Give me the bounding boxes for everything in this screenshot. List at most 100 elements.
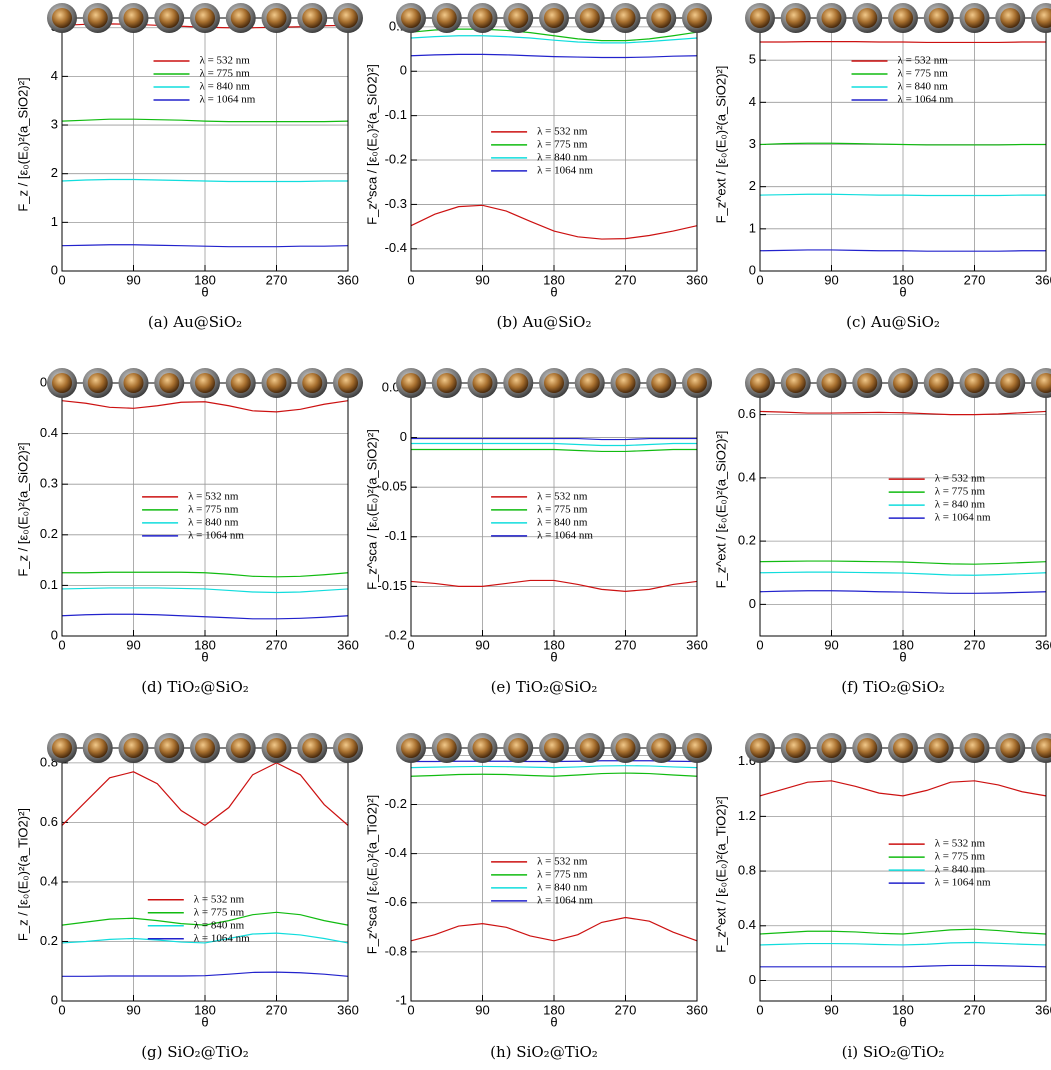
sphere-core bbox=[88, 738, 108, 758]
sphere-core bbox=[508, 373, 528, 393]
sphere-core bbox=[195, 738, 215, 758]
legend-label: λ = 775 nm bbox=[898, 68, 949, 80]
sphere-core bbox=[338, 738, 358, 758]
sphere-core bbox=[159, 738, 179, 758]
y-tick-label: 2 bbox=[749, 178, 756, 193]
caption: (b) Au@SiO₂ bbox=[497, 313, 592, 331]
legend-label: λ = 532 nm bbox=[200, 55, 251, 67]
y-tick-label: 3 bbox=[51, 116, 58, 131]
legend-label: λ = 840 nm bbox=[188, 516, 239, 528]
caption: (c) Au@SiO₂ bbox=[846, 313, 940, 331]
sphere-core bbox=[750, 738, 770, 758]
legend-label: λ = 775 nm bbox=[537, 503, 588, 515]
x-tick-label: 360 bbox=[1035, 272, 1051, 287]
y-tick-label: 2 bbox=[51, 165, 58, 180]
sphere-core bbox=[437, 738, 457, 758]
legend-label: λ = 1064 nm bbox=[194, 932, 250, 944]
sphere-core bbox=[52, 373, 72, 393]
y-tick-label: 0 bbox=[51, 627, 58, 642]
x-axis-label: θ bbox=[550, 1014, 557, 1029]
y-axis-label: F_z / [ε₀(E₀)²(a_TiO2)²] bbox=[15, 808, 30, 941]
sphere-core bbox=[401, 373, 421, 393]
sphere-core bbox=[124, 373, 144, 393]
sphere-core bbox=[857, 373, 877, 393]
sphere-core bbox=[857, 8, 877, 28]
y-tick-label: 0.2 bbox=[40, 526, 58, 541]
y-tick-label: -0.1 bbox=[385, 107, 407, 122]
legend-label: λ = 532 nm bbox=[935, 838, 986, 850]
y-axis-label: F_z^ext / [ε₀(E₀)²(a_SiO2)²] bbox=[713, 431, 728, 589]
legend-label: λ = 840 nm bbox=[935, 499, 986, 511]
sphere-core bbox=[651, 738, 671, 758]
sphere-core bbox=[687, 738, 707, 758]
x-tick-label: 0 bbox=[58, 272, 65, 287]
x-tick-label: 270 bbox=[266, 637, 288, 652]
panel: 00.40.81.21.6090180270360λ = 532 nmλ = 7… bbox=[713, 733, 1051, 1061]
x-axis-label: θ bbox=[899, 649, 906, 664]
y-tick-label: 1 bbox=[749, 220, 756, 235]
y-tick-label: -0.2 bbox=[385, 151, 407, 166]
caption: (h) SiO₂@TiO₂ bbox=[490, 1043, 598, 1061]
sphere-core bbox=[1000, 8, 1020, 28]
y-tick-label: 0.2 bbox=[40, 933, 58, 948]
x-axis-label: θ bbox=[550, 284, 557, 299]
sphere-core bbox=[786, 8, 806, 28]
sphere-core bbox=[822, 373, 842, 393]
y-tick-label: 0 bbox=[51, 262, 58, 277]
x-tick-label: 90 bbox=[824, 1002, 838, 1017]
y-tick-label: 3 bbox=[749, 136, 756, 151]
x-tick-label: 270 bbox=[615, 637, 637, 652]
x-tick-label: 360 bbox=[1035, 1002, 1051, 1017]
sphere-core bbox=[159, 8, 179, 28]
sphere-core bbox=[893, 8, 913, 28]
sphere-core bbox=[195, 373, 215, 393]
x-tick-label: 360 bbox=[1035, 637, 1051, 652]
x-tick-label: 360 bbox=[337, 637, 359, 652]
legend-label: λ = 1064 nm bbox=[200, 94, 256, 106]
x-tick-label: 90 bbox=[824, 272, 838, 287]
sphere-core bbox=[302, 8, 322, 28]
legend-label: λ = 1064 nm bbox=[188, 529, 244, 541]
x-tick-label: 270 bbox=[964, 1002, 986, 1017]
sphere-core bbox=[52, 738, 72, 758]
y-tick-label: 4 bbox=[51, 68, 58, 83]
legend-label: λ = 775 nm bbox=[200, 68, 251, 80]
sphere-core bbox=[437, 373, 457, 393]
legend-label: λ = 775 nm bbox=[194, 906, 245, 918]
x-tick-label: 360 bbox=[686, 1002, 708, 1017]
sphere-core bbox=[893, 738, 913, 758]
y-tick-label: -0.15 bbox=[377, 578, 407, 593]
y-tick-label: -0.8 bbox=[385, 943, 407, 958]
sphere-core bbox=[124, 738, 144, 758]
sphere-core bbox=[965, 738, 985, 758]
sphere-core bbox=[786, 738, 806, 758]
x-tick-label: 360 bbox=[686, 272, 708, 287]
sphere-core bbox=[544, 738, 564, 758]
y-tick-label: 0.6 bbox=[40, 814, 58, 829]
legend-label: λ = 840 nm bbox=[898, 81, 949, 93]
y-tick-label: -0.4 bbox=[385, 240, 407, 255]
y-tick-label: 0.8 bbox=[738, 863, 756, 878]
y-tick-label: 0 bbox=[749, 262, 756, 277]
y-tick-label: 0.2 bbox=[738, 533, 756, 548]
legend-label: λ = 840 nm bbox=[200, 81, 251, 93]
sphere-core bbox=[786, 373, 806, 393]
y-tick-label: -1 bbox=[395, 992, 407, 1007]
x-tick-label: 270 bbox=[266, 1002, 288, 1017]
sphere-core bbox=[195, 8, 215, 28]
sphere-core bbox=[687, 8, 707, 28]
sphere-core bbox=[473, 8, 493, 28]
sphere-core bbox=[544, 373, 564, 393]
sphere-core bbox=[750, 8, 770, 28]
sphere-core bbox=[52, 8, 72, 28]
y-axis-label: F_z^sca / [ε₀(E₀)²(a_SiO2)²] bbox=[364, 64, 379, 225]
sphere-core bbox=[159, 373, 179, 393]
sphere-core bbox=[857, 738, 877, 758]
x-tick-label: 90 bbox=[475, 637, 489, 652]
sphere-core bbox=[616, 8, 636, 28]
sphere-core bbox=[267, 8, 287, 28]
legend-label: λ = 532 nm bbox=[188, 490, 239, 502]
sphere-core bbox=[929, 373, 949, 393]
